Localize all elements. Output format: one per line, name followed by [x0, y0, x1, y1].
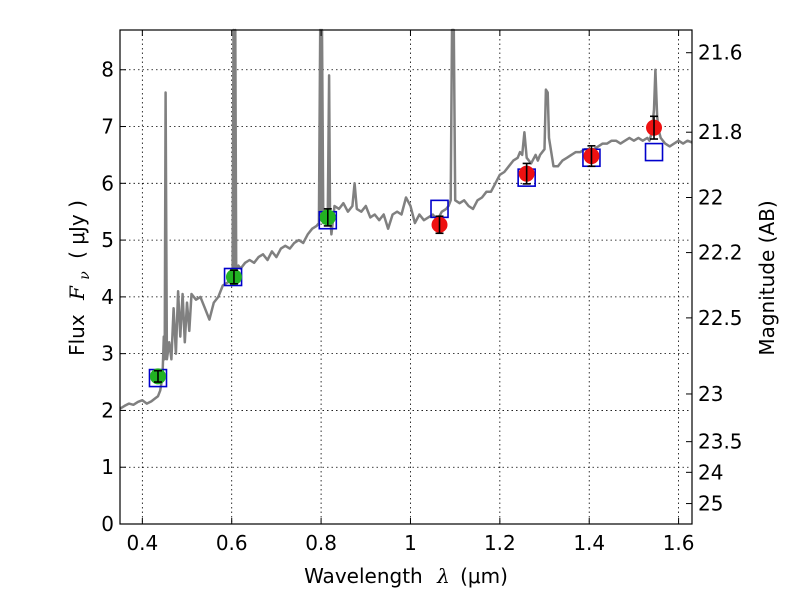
y-tick-label: 5	[101, 228, 114, 252]
plot-frame	[119, 29, 693, 525]
model-point	[644, 142, 664, 162]
x-axis-title-unit: (μm)	[460, 564, 508, 588]
x-tick-label: 1.4	[573, 531, 605, 555]
y2-tick-label: 22.5	[698, 306, 743, 330]
y-tick-label: 6	[101, 171, 114, 195]
y2-tick-label: 22.2	[698, 241, 743, 265]
y2-tick-label: 23.5	[698, 430, 743, 454]
x-tick-label: 1.2	[484, 531, 516, 555]
y-tick-label: 4	[101, 285, 114, 309]
y-tick-label: 3	[101, 342, 114, 366]
y2-tick-label: 21.6	[698, 41, 743, 65]
x-axis-title-symbol: λ	[436, 564, 450, 588]
x-axis-title: Wavelength λ (μm)	[304, 564, 508, 588]
y2-axis-title: Magnitude (AB)	[755, 200, 779, 355]
y-axis-title-symbol: F	[65, 285, 89, 301]
spectrum-series-line	[119, 28, 693, 410]
y2-tick-label: 25	[698, 492, 723, 516]
y-tick-label: 0	[101, 512, 114, 536]
y-axis-title-unit: ( μJy )	[65, 200, 89, 259]
y2-tick-label: 24	[698, 460, 723, 484]
x-tick-label: 0.6	[216, 531, 248, 555]
y-tick-label: 1	[101, 455, 114, 479]
x-axis-title-text: Wavelength	[304, 564, 423, 588]
y-axis-title-subscript: ν	[77, 271, 93, 280]
x-tick-label: 0.4	[126, 531, 158, 555]
x-tick-label: 1.6	[663, 531, 695, 555]
model-points	[148, 142, 664, 388]
y2-tick-label: 23	[698, 382, 723, 406]
y-axis-title-text: Flux	[65, 314, 89, 356]
y-tick-label: 8	[101, 58, 114, 82]
y-tick-label: 2	[101, 398, 114, 422]
y-tick-label: 7	[101, 115, 114, 139]
y2-tick-label: 21.8	[698, 120, 743, 144]
y-axis-title: Flux F ν ( μJy )	[65, 200, 94, 356]
ticks: 0.4 0.6 0.8 1 1.2 1.4 1.601234567821.621.82222…	[101, 30, 743, 555]
y2-tick-label: 22	[698, 186, 723, 210]
grid	[120, 30, 692, 525]
x-tick-label: 1	[404, 531, 417, 555]
observed-points	[149, 115, 663, 385]
x-tick-label: 0.8	[305, 531, 337, 555]
